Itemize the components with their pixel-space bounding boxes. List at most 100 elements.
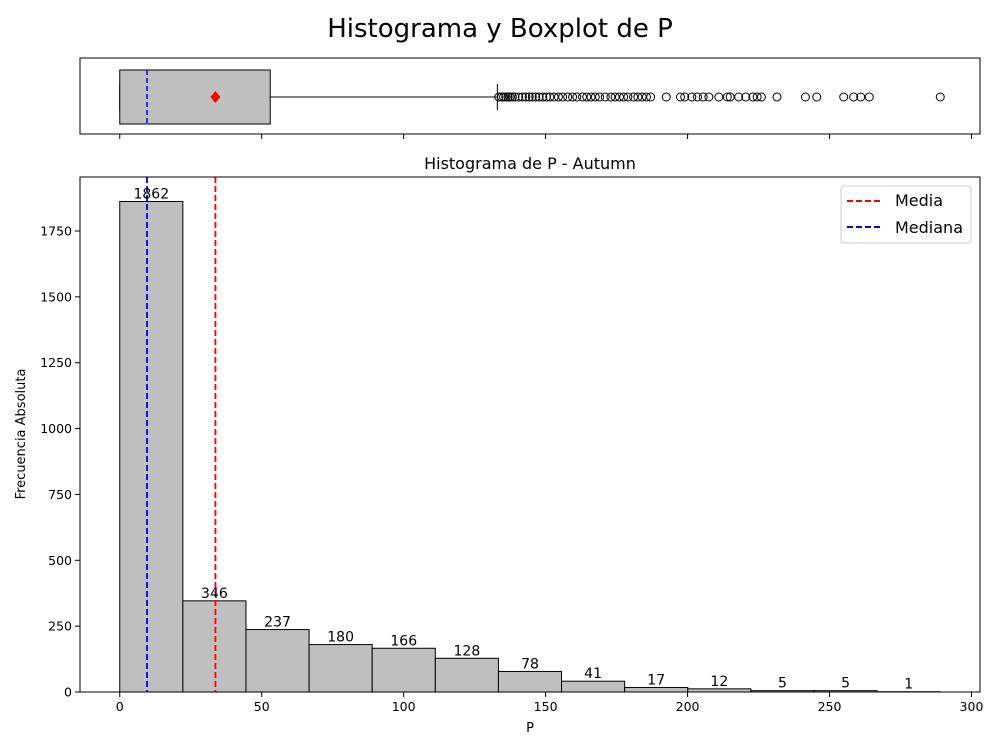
histogram-bar-value-label: 346	[201, 586, 228, 602]
boxplot-outlier	[756, 92, 766, 102]
histogram-bar	[497, 670, 563, 693]
histogram-bar-value-label: 180	[327, 630, 354, 646]
boxplot-outlier	[935, 92, 945, 102]
boxplot-mean-marker	[210, 91, 221, 103]
boxplot-outlier	[586, 92, 596, 102]
histogram-bars	[119, 200, 941, 693]
legend-mediana-label: Mediana	[895, 218, 963, 237]
boxplot-outlier	[629, 92, 639, 102]
histogram-bar-value-label: 17	[647, 673, 665, 689]
x-axis-label: P	[526, 721, 534, 736]
histogram-panel: Histograma de P - Autumn 1862 346 237 180 16…	[14, 154, 983, 736]
boxplot-outlier	[623, 92, 633, 102]
y-tick-label: 500	[48, 553, 72, 568]
boxplot-outlier	[606, 92, 616, 102]
boxplot-outlier	[675, 92, 685, 102]
histogram-bar-labels: 1862 346 237 180 166 128 78 41 17 12 5 5 1	[133, 186, 913, 692]
boxplot-box	[119, 69, 271, 125]
boxplot-outlier	[507, 92, 517, 102]
histogram-reference-lines	[146, 177, 217, 692]
boxplot-outlier	[856, 92, 866, 102]
x-tick-label: 100	[392, 699, 416, 714]
legend: Media Mediana	[840, 185, 972, 244]
boxplot-outlier	[549, 92, 559, 102]
boxplot-outlier	[514, 92, 524, 102]
boxplot-outlier	[714, 92, 724, 102]
boxplot-x-ticks	[119, 134, 972, 139]
boxplot-outlier	[558, 92, 568, 102]
histogram-bar-value-label: 1	[904, 677, 913, 693]
boxplot-outlier	[510, 92, 520, 102]
boxplot-outlier	[545, 92, 555, 102]
boxplot-outlier	[563, 92, 573, 102]
histogram-bar	[182, 600, 247, 693]
histogram-bar-value-label: 1862	[133, 186, 169, 202]
histogram-bar-value-label: 78	[521, 656, 539, 672]
boxplot-outlier	[595, 92, 605, 102]
boxplot-outlier	[610, 92, 620, 102]
boxplot-outlier	[531, 92, 541, 102]
boxplot-outlier	[517, 92, 527, 102]
boxplot-outlier	[839, 92, 849, 102]
boxplot-outlier	[614, 92, 624, 102]
boxplot-outlier	[680, 92, 690, 102]
histogram-bar-value-label: 5	[841, 676, 850, 692]
boxplot-outlier	[734, 92, 744, 102]
y-tick-label: 750	[48, 487, 72, 502]
boxplot-outlier	[704, 92, 714, 102]
boxplot-outlier	[637, 92, 647, 102]
boxplot-outlier	[521, 92, 531, 102]
y-tick-label: 1250	[40, 355, 72, 370]
histogram-bar	[119, 200, 184, 693]
x-tick-label: 0	[116, 699, 124, 714]
boxplot-outlier	[687, 92, 697, 102]
histogram-bar-value-label: 12	[710, 674, 728, 690]
y-tick-label: 1000	[40, 421, 72, 436]
histogram-frame	[79, 176, 981, 693]
histogram-x-ticks: 0 50 100 150 200 250 300	[116, 692, 984, 714]
boxplot-outlier	[752, 92, 762, 102]
boxplot-outlier	[600, 92, 610, 102]
boxplot-outlier	[534, 92, 544, 102]
x-tick-label: 250	[818, 699, 842, 714]
boxplot-outlier	[582, 92, 592, 102]
boxplot-outlier	[698, 92, 708, 102]
boxplot-outlier	[568, 92, 578, 102]
boxplot-outlier	[800, 92, 810, 102]
boxplot-outlier	[661, 92, 671, 102]
y-tick-label: 1500	[40, 289, 72, 304]
x-tick-label: 300	[960, 699, 984, 714]
boxplot-outlier	[590, 92, 600, 102]
x-tick-label: 200	[676, 699, 700, 714]
boxplot-outlier	[748, 92, 758, 102]
boxplot-outlier	[619, 92, 629, 102]
boxplot-outlier	[864, 92, 874, 102]
boxplot-outlier	[494, 92, 504, 102]
boxplot-outlier	[849, 92, 859, 102]
boxplot-outlier	[725, 92, 735, 102]
boxplot-outlier	[772, 92, 782, 102]
histogram-bar-value-label: 5	[778, 676, 787, 692]
boxplot-outlier	[722, 92, 732, 102]
boxplot-outlier	[524, 92, 534, 102]
boxplot-outlier	[499, 92, 509, 102]
legend-box	[840, 185, 972, 244]
histogram-bar	[561, 680, 626, 693]
boxplot-content	[119, 69, 945, 125]
boxplot-outlier	[641, 92, 651, 102]
histogram-bar	[434, 657, 499, 693]
histogram-bar-value-label: 237	[264, 615, 291, 631]
y-tick-label: 1750	[40, 224, 72, 239]
boxplot-outlier	[646, 92, 656, 102]
boxplot-outlier	[633, 92, 643, 102]
boxplot-outlier	[693, 92, 703, 102]
boxplot-panel	[79, 57, 981, 139]
histogram-y-ticks: 0 250 500 750 1000 1250 1500 1750	[40, 224, 80, 700]
boxplot-outlier	[538, 92, 548, 102]
histogram-bar	[371, 647, 436, 693]
y-axis-label: Frecuencia Absoluta	[14, 369, 29, 500]
boxplot-outlier	[812, 92, 822, 102]
boxplot-outlier	[505, 92, 515, 102]
boxplot-outlier	[572, 92, 582, 102]
